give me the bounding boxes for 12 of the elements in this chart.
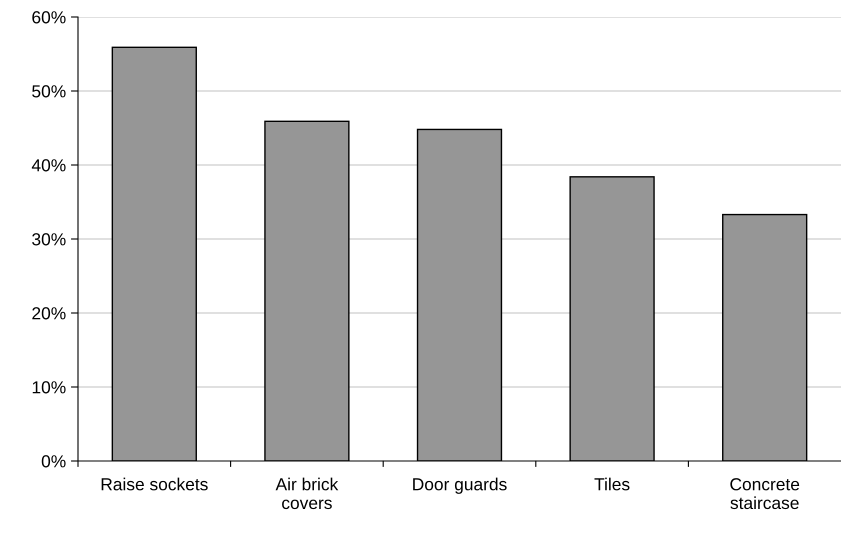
x-tick-label: Door guards <box>413 478 507 494</box>
y-tick-label: 30% <box>32 233 66 246</box>
y-tick-label: 50% <box>32 85 66 98</box>
x-tick-label: Tiles <box>594 478 630 490</box>
y-tick-label: 10% <box>32 381 66 394</box>
x-tick-label: Concrete staircase <box>730 478 800 510</box>
y-tick-label: 20% <box>32 307 66 320</box>
y-tick-label: 40% <box>32 159 66 172</box>
x-tick-label: Air brick covers <box>276 478 338 510</box>
y-tick-label: 0% <box>42 455 66 468</box>
x-tick-label: Raise sockets <box>102 478 208 490</box>
y-tick-label: 60% <box>32 11 66 24</box>
